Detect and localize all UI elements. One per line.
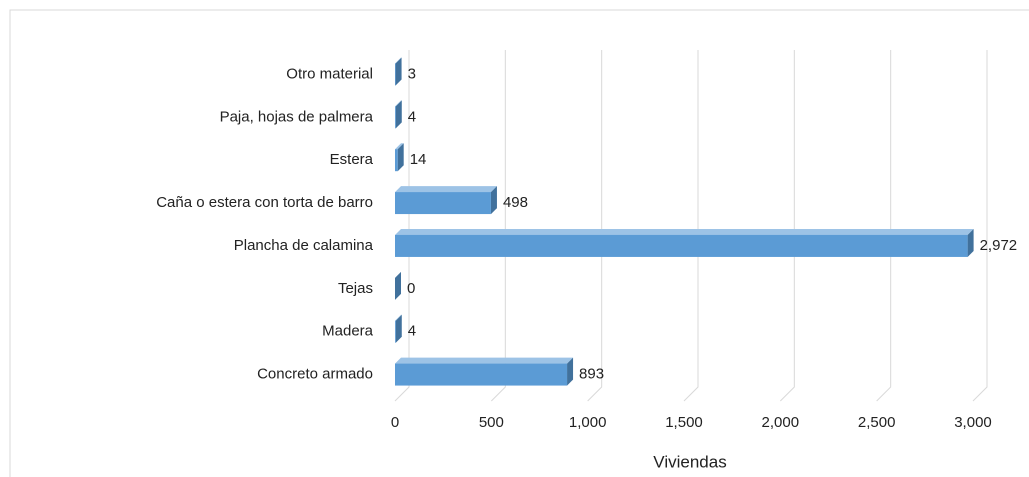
- bar-face: [395, 63, 396, 86]
- x-tick-label: 0: [391, 414, 399, 431]
- bar-face: [395, 314, 402, 343]
- bar: [395, 143, 404, 172]
- bar-face: [395, 149, 398, 172]
- bar-face: [395, 186, 497, 193]
- data-label: 4: [408, 108, 416, 125]
- bar-face: [395, 320, 396, 343]
- bar-face: [395, 106, 396, 129]
- grid-line: [683, 50, 699, 402]
- data-label: 0: [407, 280, 415, 297]
- x-tick-label: 500: [479, 414, 504, 431]
- data-label: 14: [410, 151, 427, 168]
- x-tick-label: 1,500: [665, 414, 703, 431]
- x-tick-label: 2,000: [762, 414, 800, 431]
- bar-face: [395, 57, 402, 86]
- y-tick-label: Tejas: [338, 280, 373, 297]
- bar-face: [397, 143, 404, 172]
- bar: [395, 271, 401, 300]
- grid-line: [394, 50, 410, 402]
- data-label: 4: [408, 323, 416, 340]
- y-tick-label: Madera: [322, 323, 374, 340]
- x-tick-label: 3,000: [954, 414, 992, 431]
- grid-line: [587, 50, 603, 402]
- grid-line: [779, 50, 795, 402]
- y-tick-label: Plancha de calamina: [234, 237, 374, 254]
- x-axis-label: Viviendas: [653, 452, 726, 471]
- bar-face: [395, 143, 404, 150]
- bar-face: [395, 314, 402, 321]
- bar: [395, 314, 402, 343]
- y-tick-label: Caña o estera con torta de barro: [156, 194, 373, 211]
- chart-frame: [9, 9, 1029, 477]
- grid-line: [876, 50, 892, 402]
- y-tick-label: Estera: [330, 151, 374, 168]
- bar-face: [395, 100, 402, 129]
- bar-face: [395, 192, 491, 215]
- data-label: 893: [579, 366, 604, 383]
- grid-line: [972, 50, 988, 402]
- bar-face: [395, 100, 402, 107]
- y-tick-label: Otro material: [286, 65, 373, 82]
- data-label: 3: [408, 65, 416, 82]
- bar-face: [395, 363, 568, 386]
- bar-face: [395, 228, 974, 235]
- x-tick-label: 2,500: [858, 414, 896, 431]
- y-tick-label: Paja, hojas de palmera: [220, 108, 374, 125]
- bar: [395, 57, 402, 86]
- bar-face: [567, 357, 574, 386]
- bar: [395, 228, 974, 257]
- bar: [395, 357, 574, 386]
- grid-line: [490, 50, 506, 402]
- bar-face: [490, 186, 497, 215]
- bar: [395, 186, 497, 215]
- data-label: 498: [503, 194, 528, 211]
- bar-face: [395, 357, 574, 364]
- x-tick-label: 1,000: [569, 414, 607, 431]
- y-tick-label: Concreto armado: [257, 366, 373, 383]
- bar-face: [395, 234, 968, 257]
- bar: [395, 100, 402, 129]
- bar-face: [395, 57, 402, 64]
- bar-face: [395, 271, 401, 300]
- data-label: 2,972: [980, 237, 1018, 254]
- bar-face: [967, 228, 974, 257]
